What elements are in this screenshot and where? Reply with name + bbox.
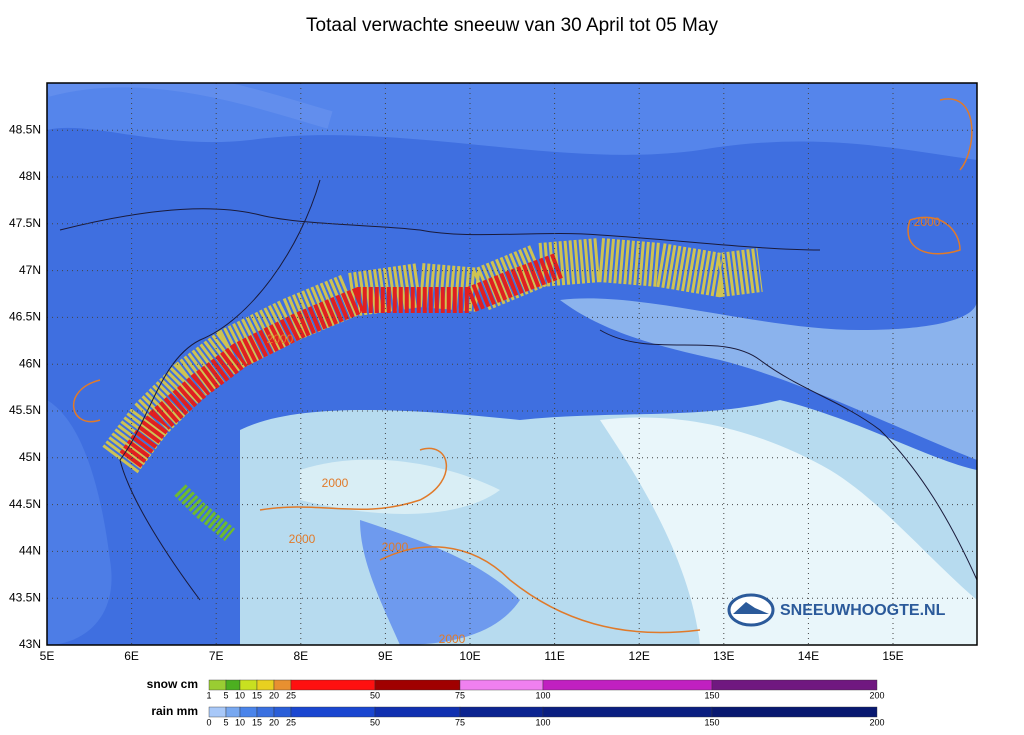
y-axis-label: 43.5N (9, 590, 41, 604)
legend-label: snow cm (147, 677, 198, 691)
legend-tick: 25 (286, 690, 296, 700)
x-axis-label: 11E (544, 649, 564, 663)
legend-swatch (256, 706, 275, 718)
y-axis-label: 48N (19, 169, 41, 183)
legend-swatch (459, 679, 544, 691)
y-axis-label: 43N (19, 637, 41, 651)
legend-swatch (459, 706, 544, 718)
y-axis-label: 47.5N (9, 216, 41, 230)
legend-swatch (711, 706, 878, 718)
x-axis-label: 5E (40, 649, 55, 663)
contour-label: 2000 (914, 215, 941, 229)
legend-swatch (208, 679, 227, 691)
x-axis-label: 9E (378, 649, 393, 663)
contour-label: 2000 (382, 540, 409, 554)
x-axis-label: 6E (124, 649, 139, 663)
legend-tick: 0 (206, 717, 211, 727)
legend-tick: 10 (235, 717, 245, 727)
legend-tick: 25 (286, 717, 296, 727)
legend-label: rain mm (151, 704, 198, 718)
legend-tick: 150 (704, 717, 719, 727)
logo-text: SNEEUWHOOGTE.NL (780, 602, 946, 619)
x-axis-label: 15E (882, 649, 903, 663)
legend-swatch (374, 706, 461, 718)
x-axis-label: 14E (798, 649, 819, 663)
legend-swatch (225, 706, 241, 718)
legend-swatch (374, 679, 461, 691)
legend-swatch (290, 679, 376, 691)
x-axis-label: 13E (713, 649, 734, 663)
legend-swatch (256, 679, 275, 691)
contour-label: 2000 (322, 476, 349, 490)
logo: SNEEUWHOOGTE.NL (727, 593, 946, 627)
legend-tick: 50 (370, 690, 380, 700)
y-axis-label: 45.5N (9, 403, 41, 417)
contour-label: 2000 (267, 332, 294, 346)
y-axis-label: 46.5N (9, 310, 41, 324)
map: 2000 2000 2000 2000 2000 2000 SNEEUWHOOGTE.NL (47, 83, 977, 646)
map-frame (46, 82, 978, 646)
legend-swatch (239, 706, 258, 718)
legend-tick: 150 (704, 690, 719, 700)
contour-label: 2000 (289, 532, 316, 546)
legend-tick: 10 (235, 690, 245, 700)
legend-tick: 100 (535, 717, 550, 727)
legend-swatch (239, 679, 258, 691)
legend-swatch (711, 679, 878, 691)
legend-tick: 75 (455, 717, 465, 727)
legend-tick: 50 (370, 717, 380, 727)
title: Totaal verwachte sneeuw van 30 April tot… (306, 15, 718, 36)
legend-swatch (542, 679, 713, 691)
y-axis-label: 44.5N (9, 497, 41, 511)
x-axis-label: 8E (293, 649, 308, 663)
legend-tick: 200 (869, 690, 884, 700)
legend-tick: 20 (269, 717, 279, 727)
legend-swatch (225, 679, 241, 691)
y-axis-label: 44N (19, 544, 41, 558)
legend-tick: 15 (252, 717, 262, 727)
y-axis-label: 46N (19, 356, 41, 370)
x-axis-label: 12E (629, 649, 650, 663)
legend-tick: 75 (455, 690, 465, 700)
legend-tick: 100 (535, 690, 550, 700)
legend-tick: 5 (223, 690, 228, 700)
x-axis-label: 10E (459, 649, 480, 663)
legend-swatch (208, 706, 227, 718)
legend-tick: 1 (206, 690, 211, 700)
legend-tick: 200 (869, 717, 884, 727)
legend-swatch (273, 679, 292, 691)
legend-tick: 20 (269, 690, 279, 700)
legend-tick: 15 (252, 690, 262, 700)
legend-tick: 5 (223, 717, 228, 727)
legend-swatch (273, 706, 292, 718)
x-axis-label: 7E (209, 649, 224, 663)
y-axis-label: 48.5N (9, 122, 41, 136)
contour-label: 2000 (439, 632, 466, 646)
legend-swatch (542, 706, 713, 718)
y-axis-label: 47N (19, 263, 41, 277)
legend-swatch (290, 706, 376, 718)
y-axis-label: 45N (19, 450, 41, 464)
